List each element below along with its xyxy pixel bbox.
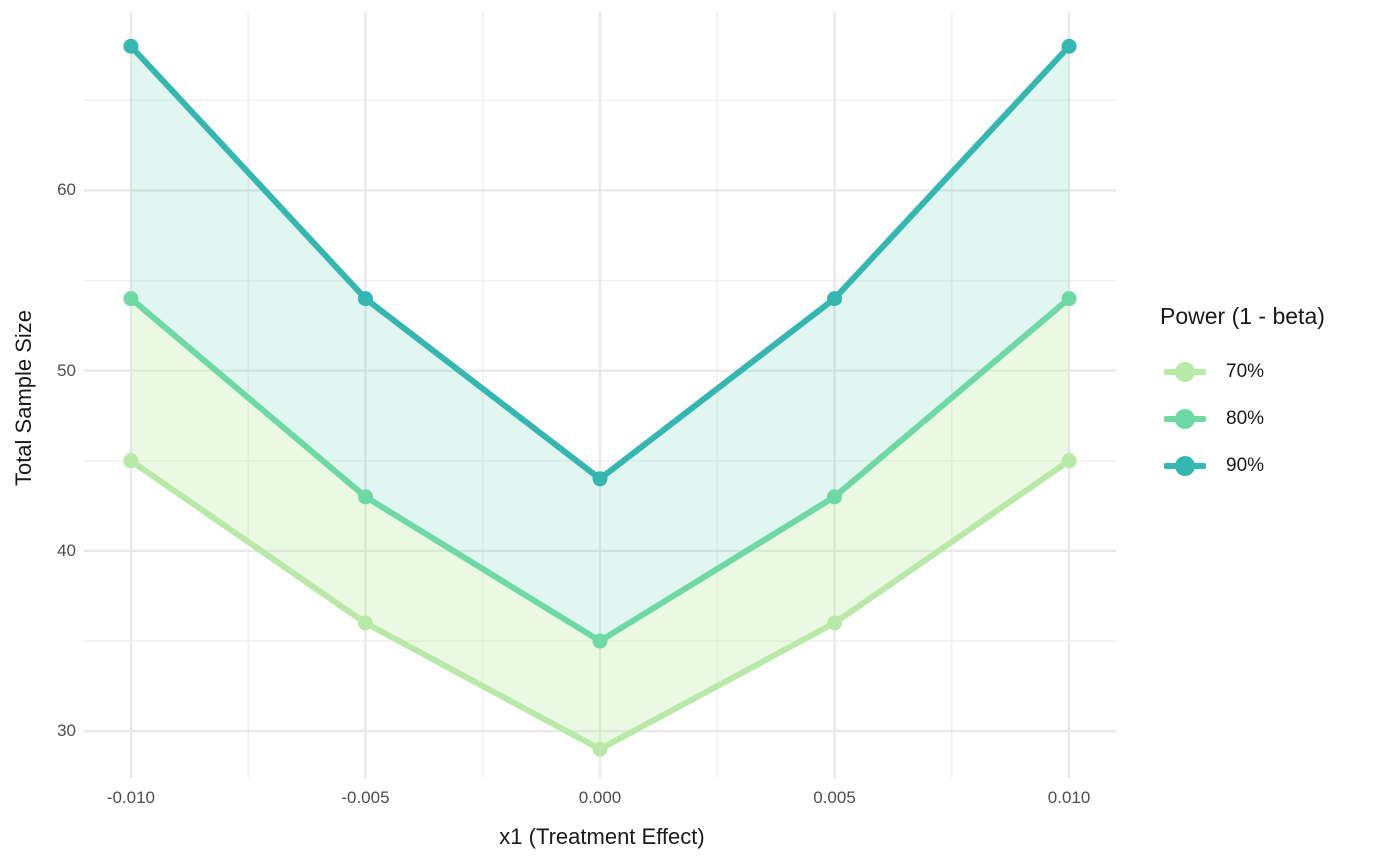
x-tick-label: 0.005 — [813, 788, 856, 807]
legend-key-dot — [1175, 408, 1195, 429]
x-axis-title: x1 (Treatment Effect) — [499, 824, 705, 849]
data-point-70% — [123, 453, 139, 469]
y-tick-label: 60 — [57, 180, 76, 200]
legend-entry-70%: 70% — [1160, 348, 1395, 395]
data-point-70% — [592, 741, 608, 757]
data-point-90% — [123, 38, 139, 54]
y-axis-title: Total Sample Size — [11, 309, 36, 487]
legend-entry-label: 70% — [1226, 360, 1265, 382]
x-tick-label: -0.010 — [106, 788, 155, 807]
data-point-90% — [357, 291, 373, 307]
legend-entry-90%: 90% — [1160, 442, 1395, 489]
area-band-70%-80% — [130, 298, 1070, 750]
data-point-80% — [1061, 291, 1077, 307]
legend-key-icon — [1164, 455, 1206, 477]
data-point-70% — [357, 615, 373, 631]
data-point-90% — [1061, 38, 1077, 54]
legend-key-icon — [1164, 361, 1206, 383]
data-point-70% — [1061, 453, 1077, 469]
legend-entries: 70% 80% 90% — [1160, 348, 1395, 489]
data-point-80% — [592, 633, 608, 649]
y-tick-label: 50 — [57, 360, 76, 380]
legend-entry-label: 90% — [1226, 454, 1265, 476]
y-tick-label: 30 — [57, 721, 76, 741]
data-point-90% — [592, 471, 608, 487]
x-tick-label: -0.005 — [341, 788, 390, 807]
x-tick-label: 0.010 — [1047, 788, 1091, 807]
legend-key-dot — [1175, 361, 1195, 382]
legend-title: Power (1 - beta) — [1160, 303, 1325, 329]
data-point-80% — [357, 489, 373, 505]
legend-key-icon — [1164, 408, 1206, 430]
legend-entry-80%: 80% — [1160, 395, 1395, 442]
data-point-70% — [827, 615, 843, 631]
legend-entry-label: 80% — [1226, 407, 1265, 429]
x-tick-label: 0.000 — [578, 788, 622, 807]
legend-key-dot — [1175, 455, 1195, 476]
data-point-80% — [827, 489, 843, 505]
data-point-90% — [827, 291, 843, 307]
data-point-80% — [123, 291, 139, 307]
y-tick-label: 40 — [57, 540, 76, 560]
legend: Power (1 - beta) 70% 80% 90% — [1160, 302, 1395, 489]
